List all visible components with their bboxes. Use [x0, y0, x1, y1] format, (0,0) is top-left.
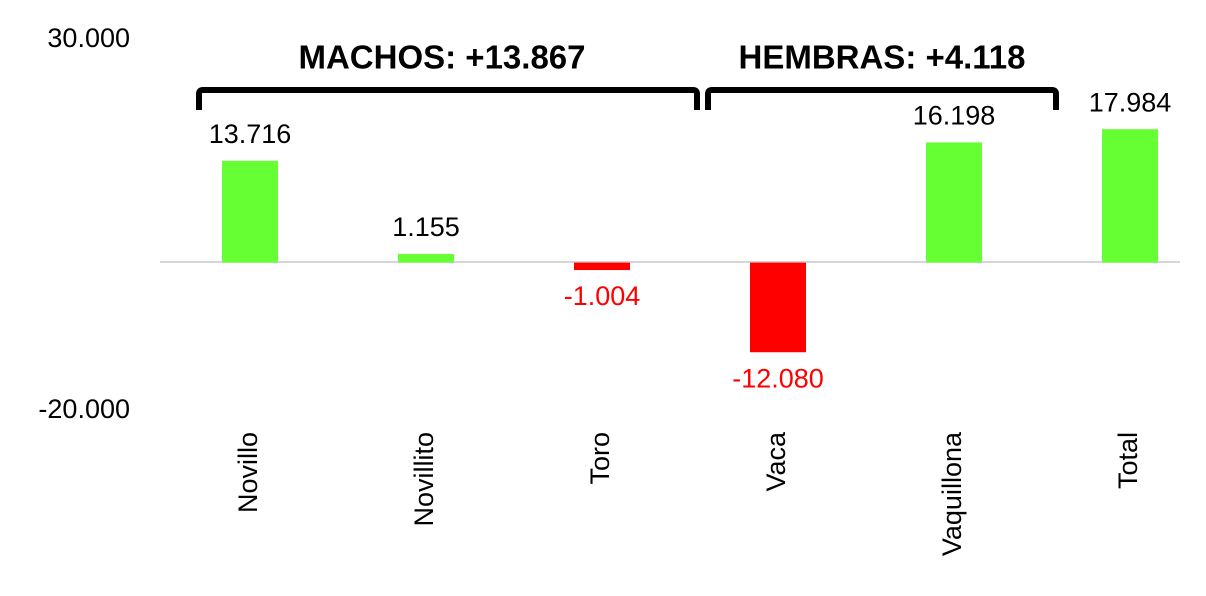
bar	[398, 254, 454, 263]
value-label: 16.198	[913, 101, 996, 131]
x-tick-label: Total	[1113, 432, 1143, 489]
bar	[222, 160, 278, 263]
x-tick-label: Toro	[585, 432, 615, 485]
y-tick-label: -20.000	[38, 394, 130, 424]
value-label: 1.155	[392, 212, 460, 242]
bar	[750, 262, 806, 353]
x-tick-label: Vaca	[761, 431, 791, 492]
y-tick-label: 30.000	[47, 23, 130, 53]
bracket	[705, 87, 1059, 110]
bracket	[196, 87, 700, 110]
bar	[926, 142, 982, 263]
bar	[574, 262, 630, 271]
value-label: 17.984	[1089, 87, 1172, 117]
x-tick-label: Novillo	[233, 432, 263, 513]
annotation: HEMBRAS: +4.118	[738, 39, 1025, 76]
annotation: MACHOS: +13.867	[298, 39, 585, 76]
x-tick-label: Novillito	[409, 432, 439, 527]
bar	[1102, 129, 1158, 263]
x-tick-label: Vaquillona	[937, 431, 967, 556]
value-label: -12.080	[732, 363, 824, 393]
value-label: -1.004	[564, 281, 641, 311]
value-label: 13.716	[209, 119, 292, 149]
